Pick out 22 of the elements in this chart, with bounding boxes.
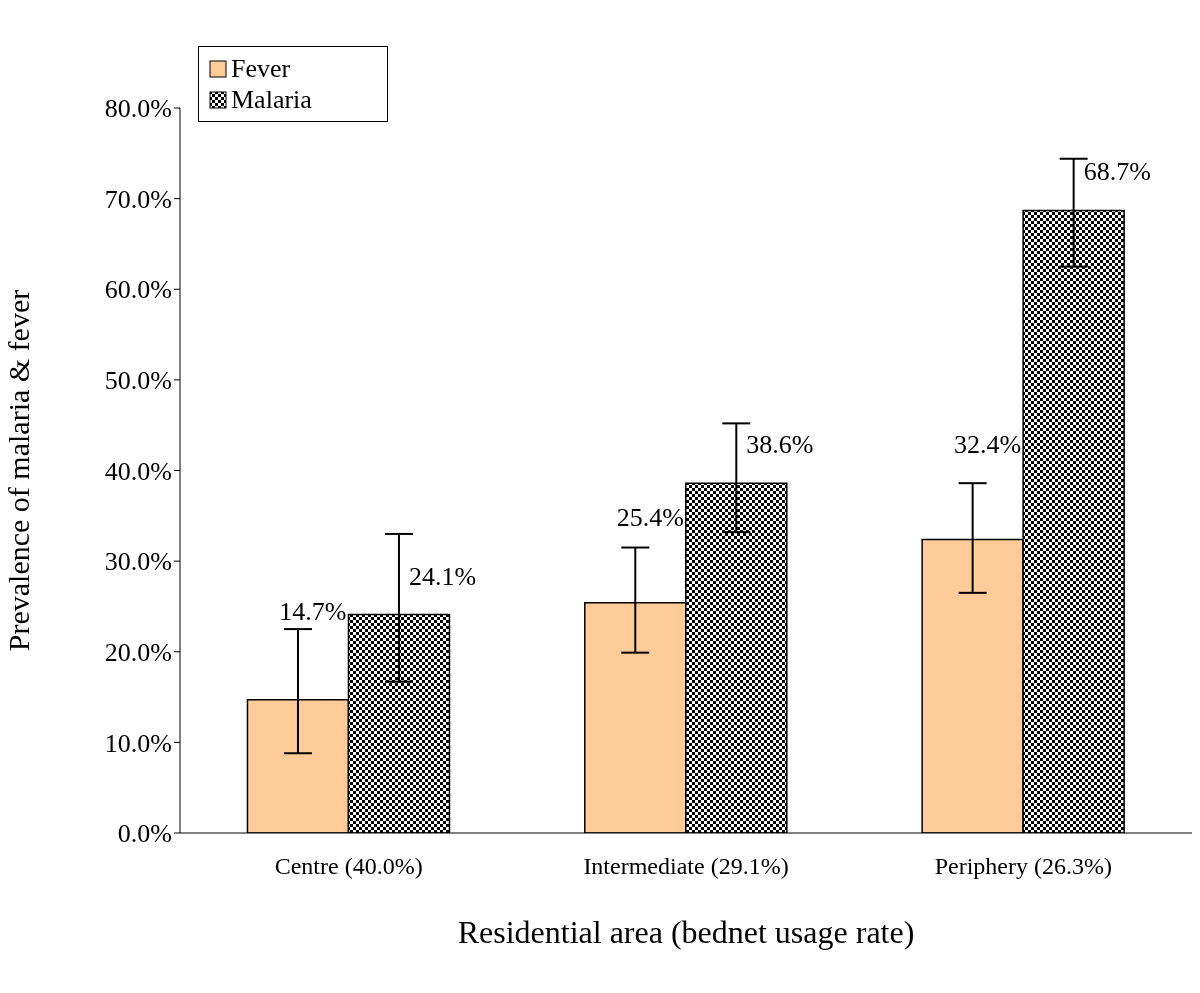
- data-label: 68.7%: [1083, 157, 1151, 187]
- y-tick-label: 70.0%: [104, 184, 172, 214]
- y-tick-label: 0.0%: [117, 819, 172, 849]
- data-label: 14.7%: [279, 597, 347, 626]
- data-label: 32.4%: [953, 429, 1022, 459]
- legend-label: Malaria: [231, 84, 312, 115]
- y-tick-label: 60.0%: [104, 275, 172, 305]
- x-axis-title: Residential area (bednet usage rate): [457, 914, 915, 950]
- y-tick-label: 40.0%: [104, 456, 172, 486]
- x-tick-label: Periphery (26.3%): [934, 853, 1112, 880]
- legend-label: Fever: [231, 53, 291, 84]
- y-tick-label: 50.0%: [104, 366, 172, 396]
- x-tick-label: Centre (40.0%): [274, 853, 423, 880]
- y-axis-title: Prevalence of malaria & fever: [1, 289, 35, 652]
- data-label: 24.1%: [408, 561, 477, 591]
- y-tick-label: 20.0%: [104, 637, 172, 667]
- y-tick-label: 30.0%: [104, 547, 172, 577]
- y-tick-label: 10.0%: [104, 728, 172, 758]
- y-tick-label: 80.0%: [104, 94, 172, 124]
- x-tick-label: Intermediate (29.1%): [583, 853, 789, 880]
- data-label: 25.4%: [616, 503, 684, 533]
- data-label: 38.6%: [746, 430, 814, 460]
